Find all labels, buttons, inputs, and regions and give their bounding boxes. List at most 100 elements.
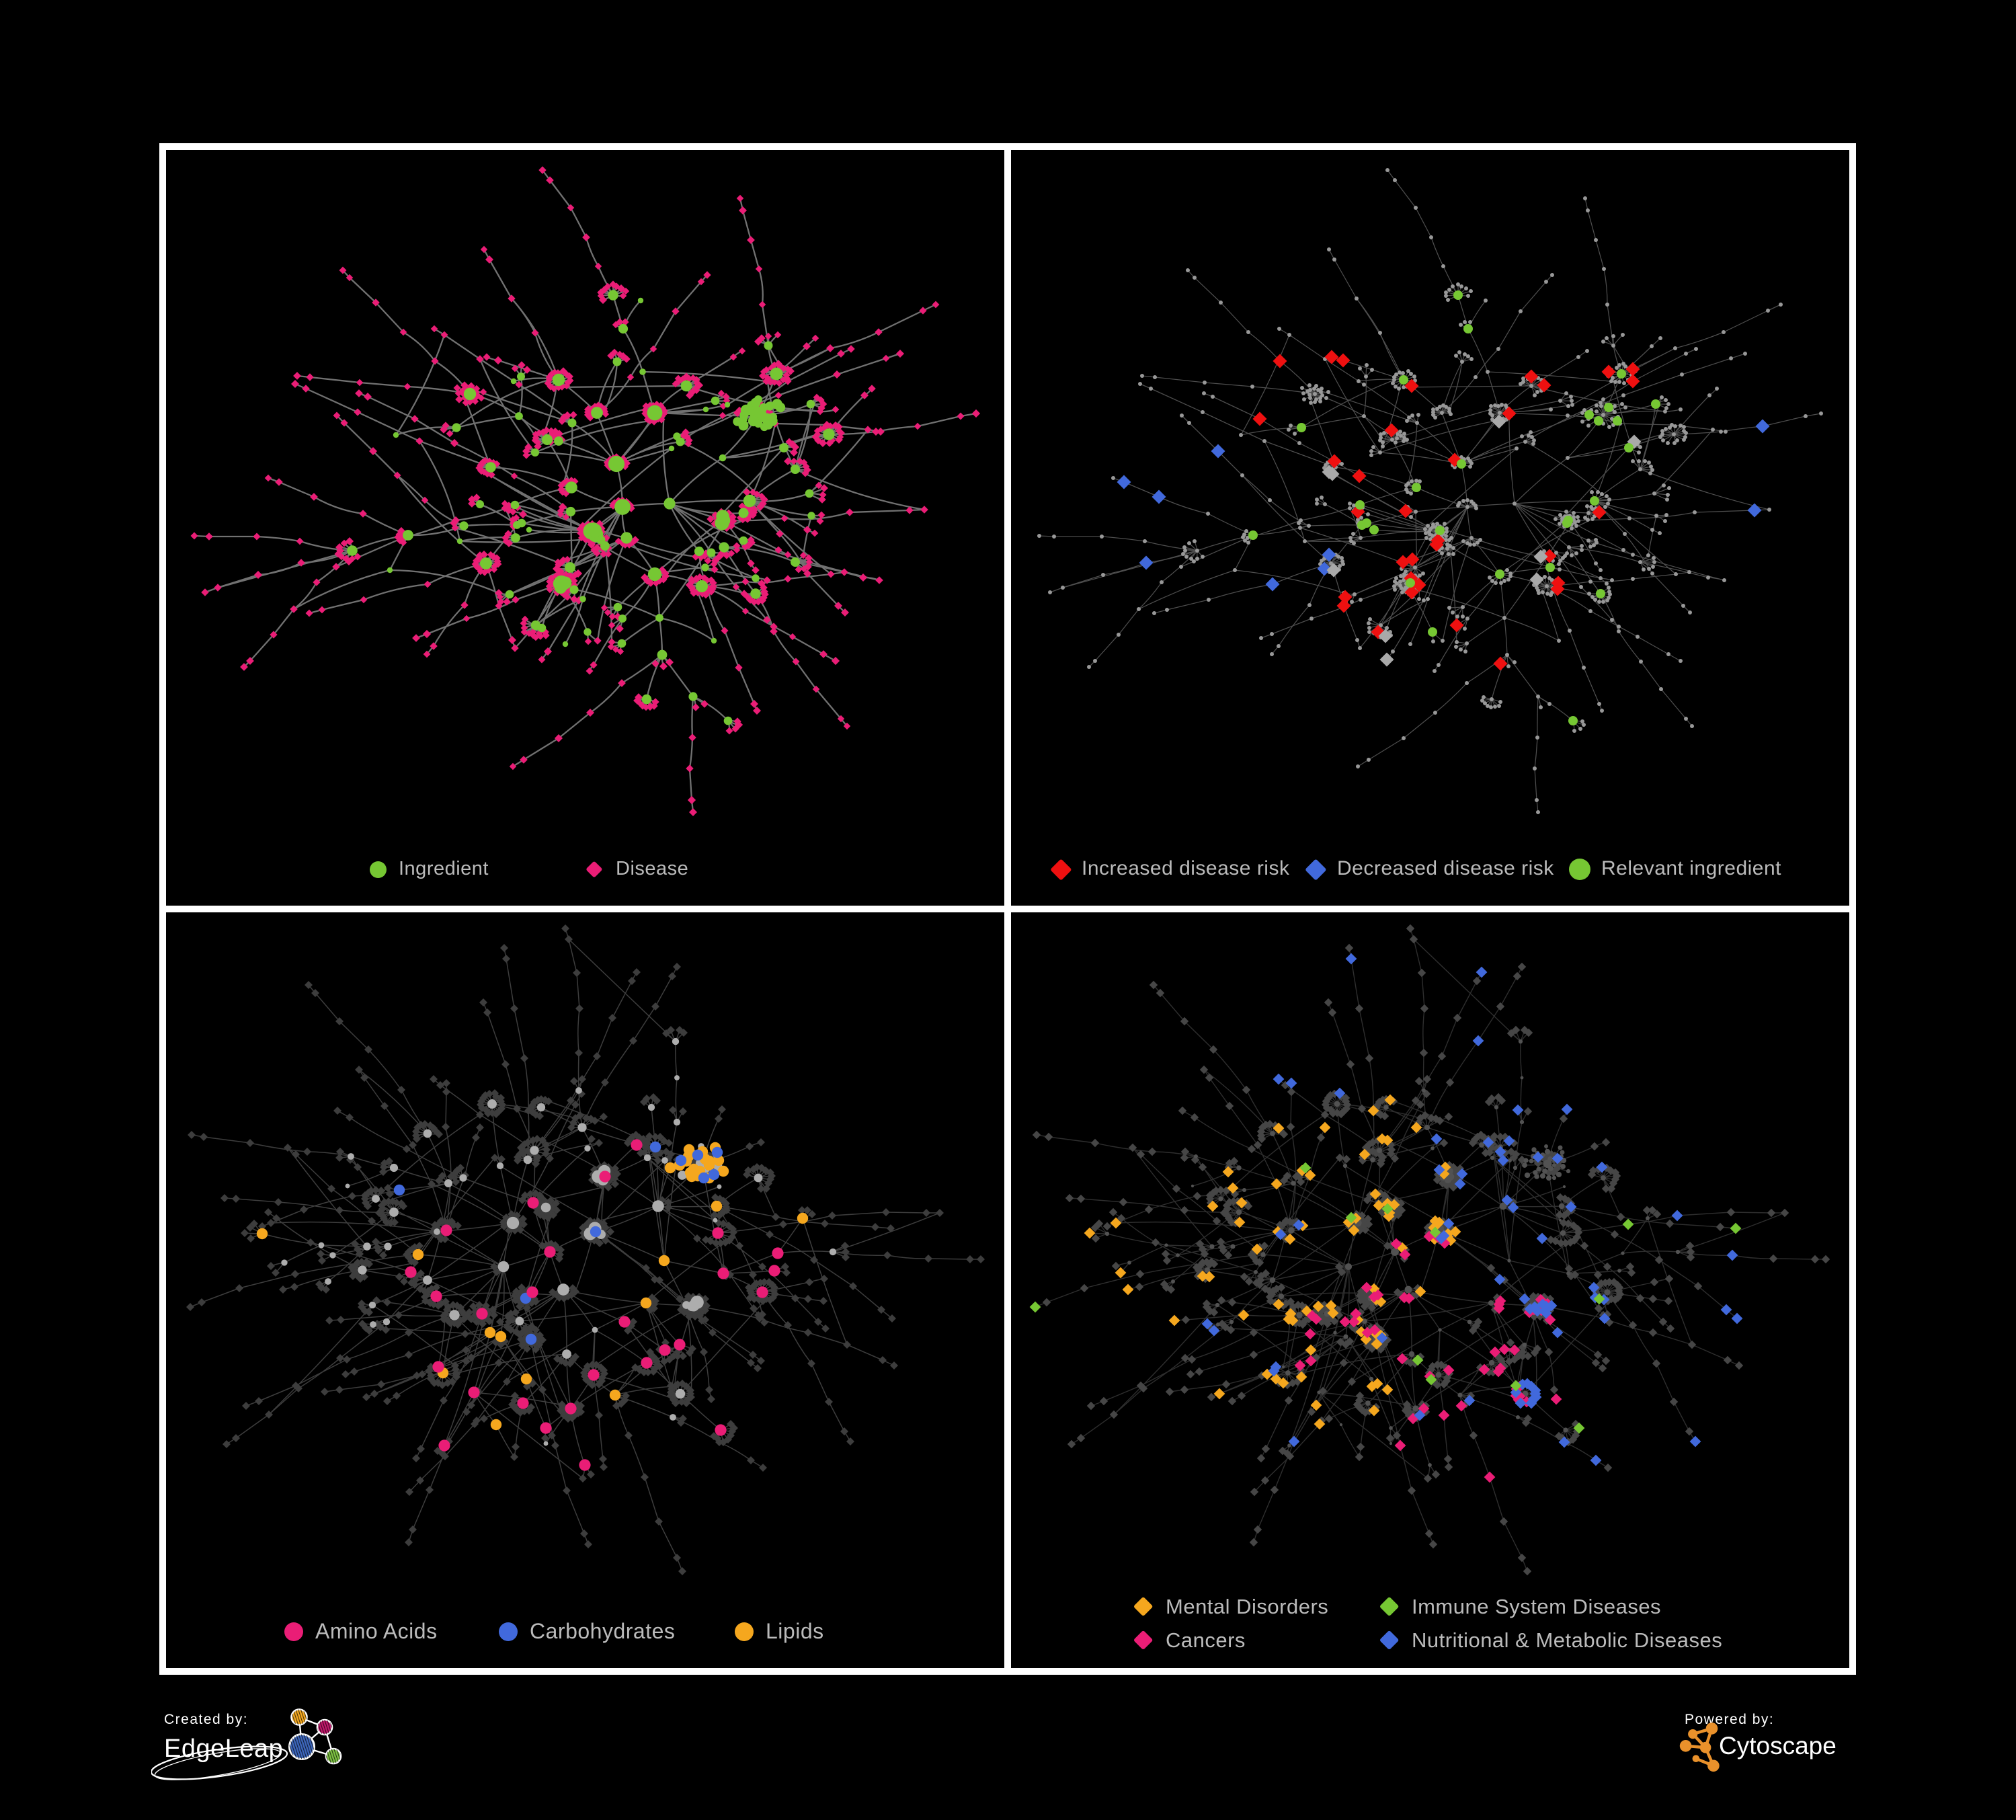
network-node-circle [1385,626,1389,630]
network-node-circle [1646,553,1650,557]
network-node-diamond [642,1264,650,1272]
network-node-diamond [335,543,344,551]
network-node-circle [1617,369,1626,379]
network-node-circle [1558,513,1562,517]
network-node-circle [1457,501,1461,505]
network-edge [887,1255,929,1259]
network-edge [669,503,725,548]
network-edge [1467,573,1500,619]
network-node-diamond [753,490,761,498]
network-node-circle [1585,504,1589,508]
network-node-circle [1639,660,1643,664]
network-node-diamond [686,391,694,399]
network-node-circle [1478,538,1482,542]
network-node-circle [1440,411,1444,415]
network-node-circle [1451,546,1455,550]
network-edge [235,1198,279,1203]
network-node-diamond [422,629,432,639]
network-node-diamond [555,734,563,742]
network-node-circle [1318,396,1322,400]
network-edge [1652,573,1684,606]
network-node-circle [1533,393,1537,397]
network-node-circle [1183,549,1187,553]
network-node-circle [1583,196,1587,200]
network-node-diamond [660,1357,668,1366]
network-edge [471,1362,499,1406]
network-edge [497,605,514,641]
network-node-diamond [687,795,696,805]
network-node-circle [1670,423,1674,427]
network-node-circle [1675,438,1679,442]
network-node-diamond [345,557,353,565]
network-node-circle [1465,505,1469,509]
network-edge [1242,475,1332,564]
network-node-circle [1601,340,1605,344]
network-edge [1154,377,1205,383]
network-node-diamond [523,1382,531,1390]
network-node-diamond [735,664,743,672]
network-node-circle [1362,383,1366,387]
network-node-diamond [450,438,459,448]
network-edge [1212,396,1260,420]
network-edge [479,1114,535,1151]
network-node-diamond [780,364,788,372]
network-node-diamond [522,447,530,455]
network-edge [397,475,426,501]
network-node-circle [1287,428,1291,432]
network-edge [519,1300,656,1322]
network-node-diamond [703,588,711,596]
network-node-circle [1289,424,1293,428]
network-node-circle [760,422,769,432]
network-node-circle [1604,403,1613,412]
network-node-diamond [509,508,517,516]
network-node-circle [1638,467,1642,471]
network-node-circle [1277,644,1281,648]
network-node-circle [1469,357,1474,361]
network-node-diamond [812,685,820,693]
network-node-circle [614,499,631,515]
network-node-diamond [710,1432,718,1440]
network-node-diamond [607,643,615,651]
network-edge [1668,654,1681,662]
network-node-circle [1601,413,1605,417]
network-node-circle [1453,290,1463,300]
network-node-diamond [841,608,849,617]
network-node-diamond [511,364,519,372]
network-node-circle [1564,391,1568,395]
network-node-circle [1539,705,1543,709]
network-node-diamond [631,1363,639,1372]
network-node-circle [680,380,692,392]
network-node-circle [1298,526,1302,530]
network-node-diamond [569,411,577,419]
network-node-diamond [307,1238,315,1247]
network-node-circle [1682,425,1686,429]
network-node-circle [1513,502,1517,506]
network-edge [719,447,784,517]
network-node-circle [1574,551,1578,555]
network-edge [1694,510,1755,513]
network-edge [440,1084,481,1115]
network-edge [1343,605,1358,641]
network-node-circle [1268,498,1272,502]
network-node-diamond [400,1277,408,1285]
network-node-circle [620,532,633,544]
network-node-diamond [546,1154,554,1162]
network-node-circle [1502,616,1506,620]
network-node-diamond [190,532,198,540]
network-node-diamond [567,477,575,485]
network-edge [1334,259,1357,299]
network-edge [568,939,577,974]
network-node-circle [1404,586,1408,590]
network-edge [1514,503,1589,514]
network-node-diamond [575,1049,583,1057]
network-node-diamond [784,575,792,583]
network-node-circle [1244,529,1248,533]
network-edge [722,446,784,459]
network-node-diamond [747,559,755,567]
network-edge [298,1357,341,1389]
network-edge [716,1205,770,1235]
network-node-circle [1561,556,1565,560]
network-node-diamond [503,598,511,606]
network-node-circle [1680,372,1684,377]
network-node-circle [1570,403,1574,407]
